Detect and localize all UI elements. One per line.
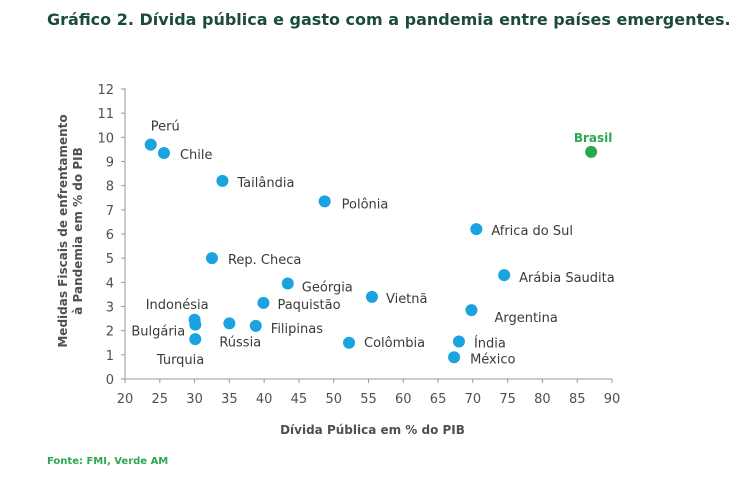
x-tick-label: 20 xyxy=(117,392,134,407)
y-tick-label: 11 xyxy=(97,107,114,122)
data-point xyxy=(257,296,270,309)
data-point-label: Turquia xyxy=(156,353,204,368)
data-point xyxy=(189,333,202,346)
y-tick-label: 7 xyxy=(106,204,114,219)
y-tick-label: 5 xyxy=(106,252,114,267)
y-tick-label: 10 xyxy=(97,131,114,146)
x-tick-label: 90 xyxy=(604,392,621,407)
x-tick-label: 85 xyxy=(569,392,586,407)
x-tick-label: 45 xyxy=(291,392,308,407)
y-tick-label: 12 xyxy=(97,83,114,98)
y-tick-label: 9 xyxy=(106,156,114,171)
x-tick-label: 55 xyxy=(360,392,377,407)
data-point-label: Índia xyxy=(474,336,506,352)
x-tick-label: 50 xyxy=(325,392,342,407)
data-point xyxy=(318,195,331,208)
data-point-label: Filipinas xyxy=(271,322,323,337)
x-tick-label: 75 xyxy=(499,392,516,407)
x-tick-label: 35 xyxy=(221,392,238,407)
data-point-label: Arábia Saudita xyxy=(519,271,615,286)
data-point-label: Africa do Sul xyxy=(491,224,573,239)
data-point-label: México xyxy=(470,352,515,367)
y-tick-label: 6 xyxy=(106,228,114,243)
data-point-label: Perú xyxy=(151,120,180,135)
data-point-label: Geórgia xyxy=(302,281,353,296)
x-tick-label: 30 xyxy=(186,392,203,407)
data-point xyxy=(448,351,461,364)
data-point-label: Tailândia xyxy=(236,176,294,191)
data-point xyxy=(452,335,465,348)
x-tick-label: 65 xyxy=(430,392,447,407)
source-note: Fonte: FMI, Verde AM xyxy=(47,456,169,467)
x-tick-label: 70 xyxy=(465,392,482,407)
data-point-label: Paquistão xyxy=(277,298,340,313)
y-tick-label: 2 xyxy=(106,325,114,340)
x-tick-label: 80 xyxy=(534,392,551,407)
data-point xyxy=(470,223,483,236)
data-point xyxy=(189,318,202,331)
data-point xyxy=(343,336,356,349)
data-point xyxy=(498,269,511,282)
data-point-label: Chile xyxy=(180,148,213,163)
y-tick-label: 1 xyxy=(106,349,114,364)
data-point-highlight xyxy=(585,145,598,158)
data-point xyxy=(205,252,218,265)
data-point xyxy=(249,319,262,332)
x-tick-label: 60 xyxy=(395,392,412,407)
data-point-label: Vietnã xyxy=(386,292,428,307)
data-point xyxy=(157,147,170,160)
y-axis-label-line: Medidas Fiscais de enfrentamento xyxy=(56,114,70,347)
data-point-label: Rep. Checa xyxy=(228,253,301,268)
data-point xyxy=(216,174,229,187)
data-point-label: Rússia xyxy=(219,335,261,350)
chart-title: Gráfico 2. Dívida pública e gasto com a … xyxy=(47,10,731,29)
data-point-label: Colômbia xyxy=(364,336,425,351)
y-axis-label: Medidas Fiscais de enfrentamentoà Pandem… xyxy=(56,114,85,347)
data-point xyxy=(365,290,378,303)
data-point xyxy=(144,138,157,151)
x-tick-label: 25 xyxy=(152,392,169,407)
y-tick-label: 8 xyxy=(106,180,114,195)
x-axis-label: Dívida Pública em % do PIB xyxy=(280,423,465,437)
y-axis-label-line: à Pandemia em % do PIB xyxy=(71,147,85,314)
data-point-label: Indonésia xyxy=(146,298,209,313)
data-point-label: Bulgária xyxy=(131,325,185,340)
y-tick-label: 0 xyxy=(106,373,114,388)
y-tick-label: 3 xyxy=(106,301,114,316)
data-point-label: Argentina xyxy=(494,311,557,326)
data-point xyxy=(465,304,478,317)
x-tick-label: 40 xyxy=(256,392,273,407)
data-point-label: Polônia xyxy=(342,197,389,212)
y-tick-label: 4 xyxy=(106,276,114,291)
data-points xyxy=(144,138,598,364)
data-point-label: Brasil xyxy=(574,131,613,145)
data-point xyxy=(223,317,236,330)
data-point xyxy=(281,277,294,290)
